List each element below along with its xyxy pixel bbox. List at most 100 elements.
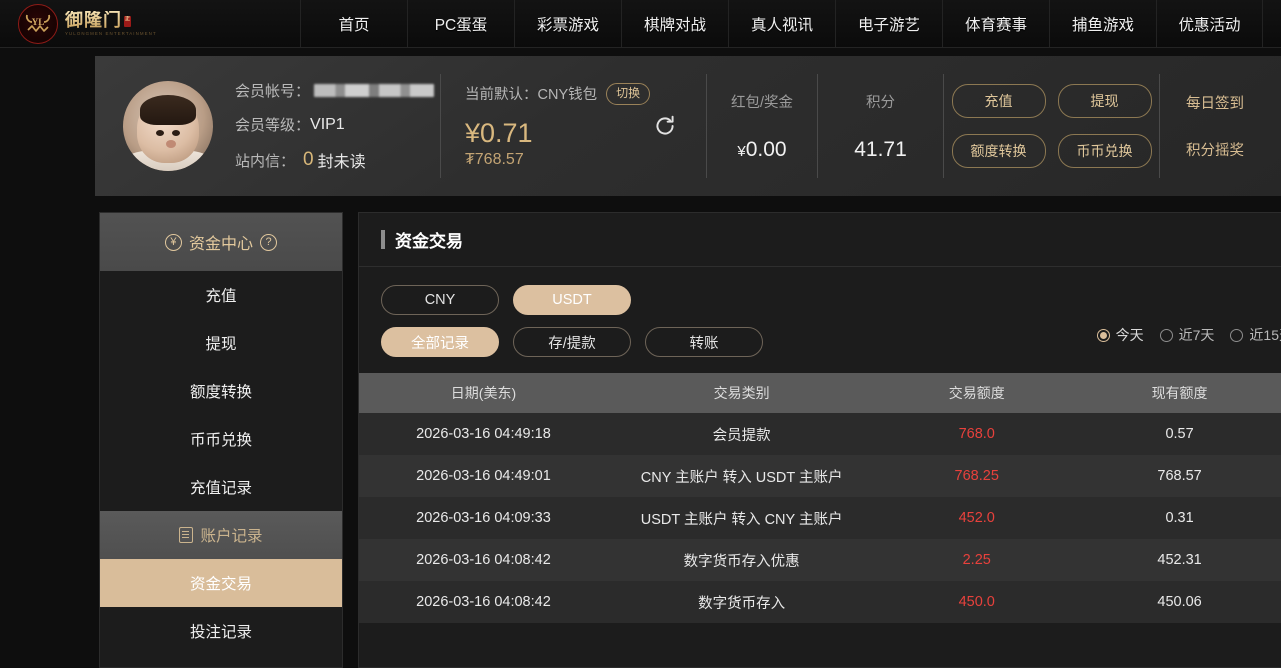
wallet-current-label: 当前默认：CNY钱包 [465, 87, 598, 104]
radio-last-7-days[interactable]: 近7天 [1159, 325, 1214, 345]
wallet-header: 当前默认：CNY钱包 切换 [465, 83, 651, 105]
bonus-currency: ¥ [737, 142, 746, 160]
cell-amount: 452.0 [958, 510, 995, 526]
sidebar-group-account-records-label: 账户记录 [200, 528, 263, 545]
title-accent-bar [381, 230, 385, 249]
type-tab-row: 全部记录 存/提款 转账 [381, 327, 1259, 357]
cell-amount: 768.0 [958, 426, 995, 442]
transactions-table-wrapper: 日期(美东) 交易类别 交易额度 现有额度 2026-03-16 04:49:1… [359, 373, 1281, 623]
records-document-icon [179, 527, 194, 543]
inbox-row[interactable]: 站内信： 0 封未读 [235, 148, 434, 172]
cell-balance: 0.57 [1165, 426, 1194, 442]
cell-amount: 768.25 [954, 468, 999, 484]
logo-name-cn: 御隆门 正 [65, 11, 157, 30]
points-section: 积分 41.71 [818, 56, 943, 196]
sidebar-item-transfer[interactable]: 额度转换 [189, 384, 252, 401]
site-logo[interactable]: YL 御隆门 正 YULONGMEN ENTERTAINMENT [0, 0, 300, 47]
radio-today[interactable]: 今天 [1096, 325, 1144, 345]
nav-chess[interactable]: 棋牌对战 [621, 0, 728, 47]
exchange-button[interactable]: 币币兑换 [1057, 134, 1152, 168]
nav-live[interactable]: 真人视讯 [728, 0, 835, 47]
member-level-value: VIP1 [310, 115, 345, 133]
logo-emblem-icon: YL [18, 3, 58, 44]
wallet-balance-usdt: ₮768.57 [465, 150, 524, 168]
withdraw-button[interactable]: 提现 [1057, 84, 1152, 118]
transfer-button[interactable]: 额度转换 [951, 134, 1046, 168]
account-actions-section: 充值 提现 额度转换 币币兑换 [944, 56, 1159, 196]
date-filter-group: 今天 近7天 近15天 [1096, 325, 1281, 345]
main-panel: 资金交易 CNY USDT 全部记录 存/提款 转账 今天 近7天 [358, 212, 1281, 668]
daily-checkin-link[interactable]: 每日签到 [1186, 96, 1244, 112]
member-level-row: 会员等级： VIP1 [235, 114, 434, 135]
bonus-value: ¥0.00 [737, 138, 786, 162]
cell-type: CNY 主账户 转入 USDT 主账户 [640, 469, 843, 486]
wallet-section: 当前默认：CNY钱包 切换 ¥0.71 ₮768.57 [441, 56, 706, 196]
sidebar-item-exchange[interactable]: 币币兑换 [189, 432, 252, 449]
cell-date: 2026-03-16 04:08:42 [416, 594, 551, 610]
radio-last-15-days-dot [1230, 328, 1244, 342]
table-row: 2026-03-16 04:09:33 USDT 主账户 转入 CNY 主账户 … [359, 497, 1281, 539]
logo-badge: 正 [124, 15, 131, 27]
avatar[interactable] [123, 81, 213, 171]
points-label: 积分 [866, 94, 895, 111]
logo-name-text: 御隆门 [65, 10, 122, 31]
radio-last-15-days[interactable]: 近15天 [1230, 325, 1281, 345]
logo-subtitle: YULONGMEN ENTERTAINMENT [65, 30, 157, 36]
nav-promotions[interactable]: 优惠活动 [1156, 0, 1263, 47]
radio-last-7-days-dot [1159, 328, 1173, 342]
bonus-section: 红包/奖金 ¥0.00 [707, 56, 817, 196]
sidebar-header-title: 资金中心 [188, 236, 253, 253]
logo-text-block: 御隆门 正 YULONGMEN ENTERTAINMENT [65, 11, 157, 36]
sidebar-item-bet-records[interactable]: 投注记录 [189, 624, 252, 641]
points-lottery-link[interactable]: 积分摇奖 [1186, 143, 1244, 159]
sidebar: ¥ 资金中心 ? 充值 提现 额度转换 币币兑换 充值记录 账户记录 资金交易 … [99, 212, 343, 668]
bull-logo-icon: YL [25, 14, 51, 32]
table-body: 2026-03-16 04:49:18 会员提款 768.0 0.57 2026… [359, 413, 1281, 623]
member-account-row: 会员帐号： [235, 80, 435, 101]
nav-home[interactable]: 首页 [300, 0, 407, 47]
nav-pcdd[interactable]: PC蛋蛋 [407, 0, 514, 47]
cell-type: 数字货币存入优惠 [683, 553, 800, 570]
nav-lottery[interactable]: 彩票游戏 [514, 0, 621, 47]
cell-balance: 450.06 [1157, 594, 1202, 610]
radio-today-label: 今天 [1115, 327, 1144, 343]
sidebar-group-account-records[interactable]: 账户记录 [100, 511, 342, 559]
radio-last-15-days-label: 近15天 [1249, 327, 1281, 343]
cell-balance: 0.31 [1165, 510, 1194, 526]
account-summary-bar: 会员帐号： 会员等级： VIP1 站内信： 0 封未读 当前默认：CNY钱包 切… [95, 56, 1281, 196]
sidebar-item-withdraw[interactable]: 提现 [205, 336, 237, 353]
sidebar-item-deposit[interactable]: 充值 [205, 288, 237, 305]
tab-cny[interactable]: CNY [381, 285, 499, 315]
page-title: 资金交易 [359, 213, 1281, 267]
nav-fishing[interactable]: 捕鱼游戏 [1049, 0, 1156, 47]
nav-sports[interactable]: 体育赛事 [942, 0, 1049, 47]
cell-date: 2026-03-16 04:49:18 [416, 426, 551, 442]
tab-all-records[interactable]: 全部记录 [381, 327, 499, 357]
table-row: 2026-03-16 04:49:01 CNY 主账户 转入 USDT 主账户 … [359, 455, 1281, 497]
account-profile-section: 会员帐号： 会员等级： VIP1 站内信： 0 封未读 [95, 56, 440, 196]
tab-deposit-withdraw[interactable]: 存/提款 [513, 327, 631, 357]
divider-3 [817, 74, 818, 178]
column-header-amount: 交易额度 [948, 385, 1005, 401]
cell-amount: 450.0 [958, 594, 995, 610]
svg-text:YL: YL [32, 17, 45, 27]
yuan-circle-icon: ¥ [164, 233, 182, 251]
tab-usdt[interactable]: USDT [513, 285, 631, 315]
deposit-button[interactable]: 充值 [951, 84, 1046, 118]
cell-balance: 768.57 [1157, 468, 1202, 484]
divider-2 [706, 74, 707, 178]
table-row: 2026-03-16 04:08:42 数字货币存入 450.0 450.06 [359, 581, 1281, 623]
wallet-switch-button[interactable]: 切换 [606, 83, 651, 105]
avatar-eye-right [171, 129, 180, 136]
sidebar-item-fund-transactions[interactable]: 资金交易 [100, 559, 342, 607]
sidebar-item-deposit-records[interactable]: 充值记录 [189, 480, 252, 497]
sidebar-header: ¥ 资金中心 ? [100, 213, 342, 271]
top-navigation-bar: YL 御隆门 正 YULONGMEN ENTERTAINMENT 首页 PC蛋蛋… [0, 0, 1281, 48]
question-circle-icon[interactable]: ? [260, 233, 277, 251]
nav-slots[interactable]: 电子游艺 [835, 0, 942, 47]
inbox-unread-count: 0 [303, 149, 314, 170]
member-account-label: 会员帐号： [235, 83, 311, 100]
tab-transfer[interactable]: 转账 [645, 327, 763, 357]
cell-type: USDT 主账户 转入 CNY 主账户 [640, 511, 843, 528]
refresh-icon[interactable] [652, 113, 678, 139]
